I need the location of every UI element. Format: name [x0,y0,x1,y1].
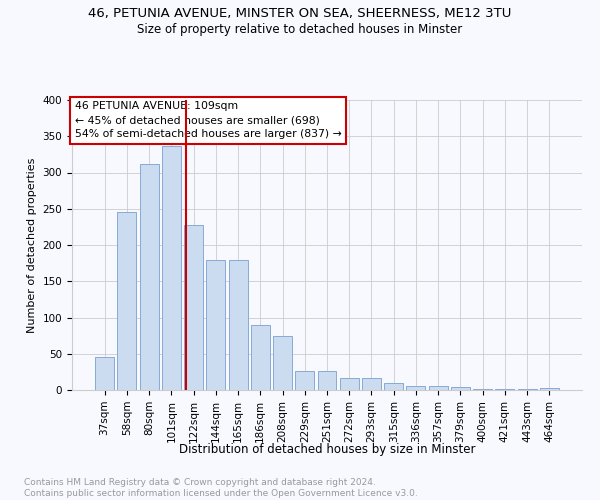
Bar [340,378,359,390]
Bar [140,164,158,390]
Bar [451,387,470,390]
Bar [229,260,248,390]
Y-axis label: Number of detached properties: Number of detached properties [27,158,37,332]
Bar [540,388,559,390]
Text: 46 PETUNIA AVENUE: 109sqm
← 45% of detached houses are smaller (698)
54% of semi: 46 PETUNIA AVENUE: 109sqm ← 45% of detac… [74,102,341,140]
Bar [206,260,225,390]
Bar [184,224,203,390]
Text: 46, PETUNIA AVENUE, MINSTER ON SEA, SHEERNESS, ME12 3TU: 46, PETUNIA AVENUE, MINSTER ON SEA, SHEE… [88,8,512,20]
Bar [317,371,337,390]
Bar [473,388,492,390]
Bar [95,358,114,390]
Text: Size of property relative to detached houses in Minster: Size of property relative to detached ho… [137,22,463,36]
Bar [118,212,136,390]
Bar [295,371,314,390]
Bar [251,325,270,390]
Bar [362,378,381,390]
Bar [406,386,425,390]
Bar [273,336,292,390]
Text: Contains HM Land Registry data © Crown copyright and database right 2024.
Contai: Contains HM Land Registry data © Crown c… [24,478,418,498]
Bar [429,386,448,390]
Text: Distribution of detached houses by size in Minster: Distribution of detached houses by size … [179,442,475,456]
Bar [162,146,181,390]
Bar [384,384,403,390]
